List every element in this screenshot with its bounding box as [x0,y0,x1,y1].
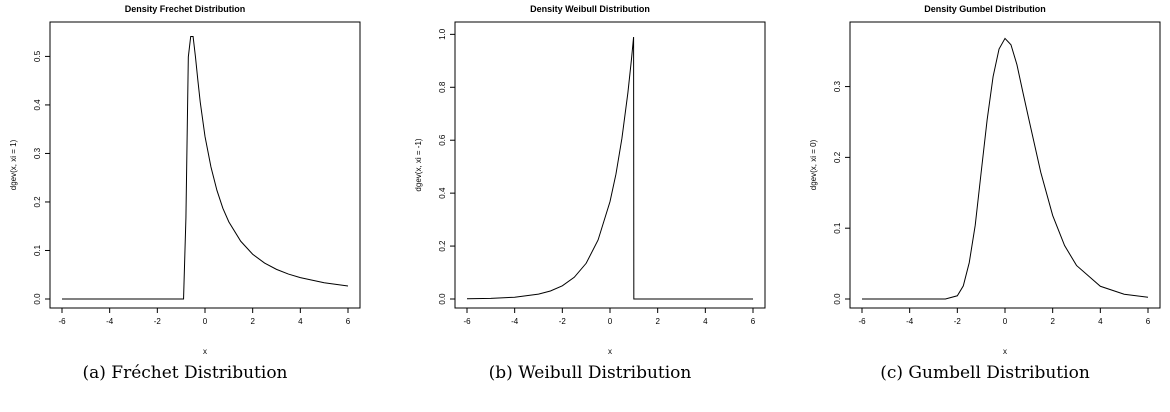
figure-caption: (b) Weibull Distribution [488,363,692,383]
x-tick-label: 6 [751,317,756,326]
x-ticks: -6 -4 -2 0 2 4 6 [58,308,351,326]
y-tick-label: 0.1 [33,244,42,256]
y-tick-label: 0.4 [33,99,42,111]
x-tick-label: 4 [298,317,303,326]
y-tick-label: 0.2 [438,240,447,252]
x-tick-label: -4 [106,317,114,326]
x-tick-label: 0 [608,317,613,326]
chart-panel-weibull: Density Weibull Distribution dgev(x, xi … [405,0,775,412]
x-ticks: -6 -4 -2 0 2 4 6 [463,308,756,326]
frechet-density-chart: Density Frechet Distribution dgev(x, xi … [9,4,361,356]
density-curve [62,36,349,300]
chart-title: Density Weibull Distribution [530,4,650,14]
y-ticks: 0.0 0.2 0.4 0.6 0.8 1.0 [438,28,455,305]
y-tick-label: 0.6 [438,134,447,146]
gumbel-density-chart: Density Gumbel Distribution dgev(x, xi =… [809,4,1161,356]
x-tick-label: 0 [1003,317,1008,326]
x-tick-label: -2 [559,317,567,326]
x-tick-label: -6 [463,317,471,326]
y-tick-label: 0.1 [833,222,842,234]
x-tick-label: 6 [1146,317,1151,326]
plot-frame [849,21,1161,309]
x-tick-label: 2 [250,317,255,326]
y-tick-label: 1.0 [438,28,447,40]
chart-title: Density Frechet Distribution [125,4,246,14]
chart-panel-frechet: Density Frechet Distribution dgev(x, xi … [0,0,370,412]
chart-title: Density Gumbel Distribution [924,4,1046,14]
y-axis-label: dgev(x, xi = -1) [414,138,423,191]
density-curve [862,37,1149,300]
x-axis-label: x [203,347,207,356]
x-tick-label: 6 [346,317,351,326]
x-tick-label: -6 [58,317,66,326]
x-tick-label: 2 [1050,317,1055,326]
y-tick-label: 0.8 [438,81,447,93]
x-tick-label: -4 [906,317,914,326]
y-tick-label: 0.4 [438,187,447,199]
x-axis-label: x [608,347,612,356]
figure-caption: (c) Gumbell Distribution [880,363,1090,383]
y-tick-label: 0.3 [33,147,42,159]
chart-panel-gumbel: Density Gumbel Distribution dgev(x, xi =… [800,0,1170,412]
x-tick-label: -2 [954,317,962,326]
y-tick-label: 0.2 [833,151,842,163]
x-tick-label: 4 [703,317,708,326]
x-tick-label: -2 [154,317,162,326]
y-axis-label: dgev(x, xi = 0) [809,139,818,190]
weibull-density-chart: Density Weibull Distribution dgev(x, xi … [414,4,766,356]
x-tick-label: -6 [858,317,866,326]
plot-frame [49,21,361,309]
x-ticks: -6 -4 -2 0 2 4 6 [858,308,1151,326]
density-curve [466,36,753,300]
x-tick-label: -4 [511,317,519,326]
y-ticks: 0.0 0.1 0.2 0.3 0.4 0.5 [33,50,50,305]
y-tick-label: 0.0 [833,293,842,305]
y-tick-label: 0.5 [33,50,42,62]
x-tick-label: 0 [203,317,208,326]
y-tick-label: 0.0 [438,293,447,305]
y-tick-label: 0.2 [33,196,42,208]
x-tick-label: 2 [655,317,660,326]
y-tick-label: 0.0 [33,293,42,305]
x-tick-label: 4 [1098,317,1103,326]
y-axis-label: dgev(x, xi = 1) [9,139,18,190]
y-ticks: 0.0 0.1 0.2 0.3 [833,80,850,305]
x-axis-label: x [1003,347,1007,356]
y-tick-label: 0.3 [833,80,842,92]
plot-frame [454,21,766,309]
figure-caption: (a) Fréchet Distribution [82,363,288,383]
